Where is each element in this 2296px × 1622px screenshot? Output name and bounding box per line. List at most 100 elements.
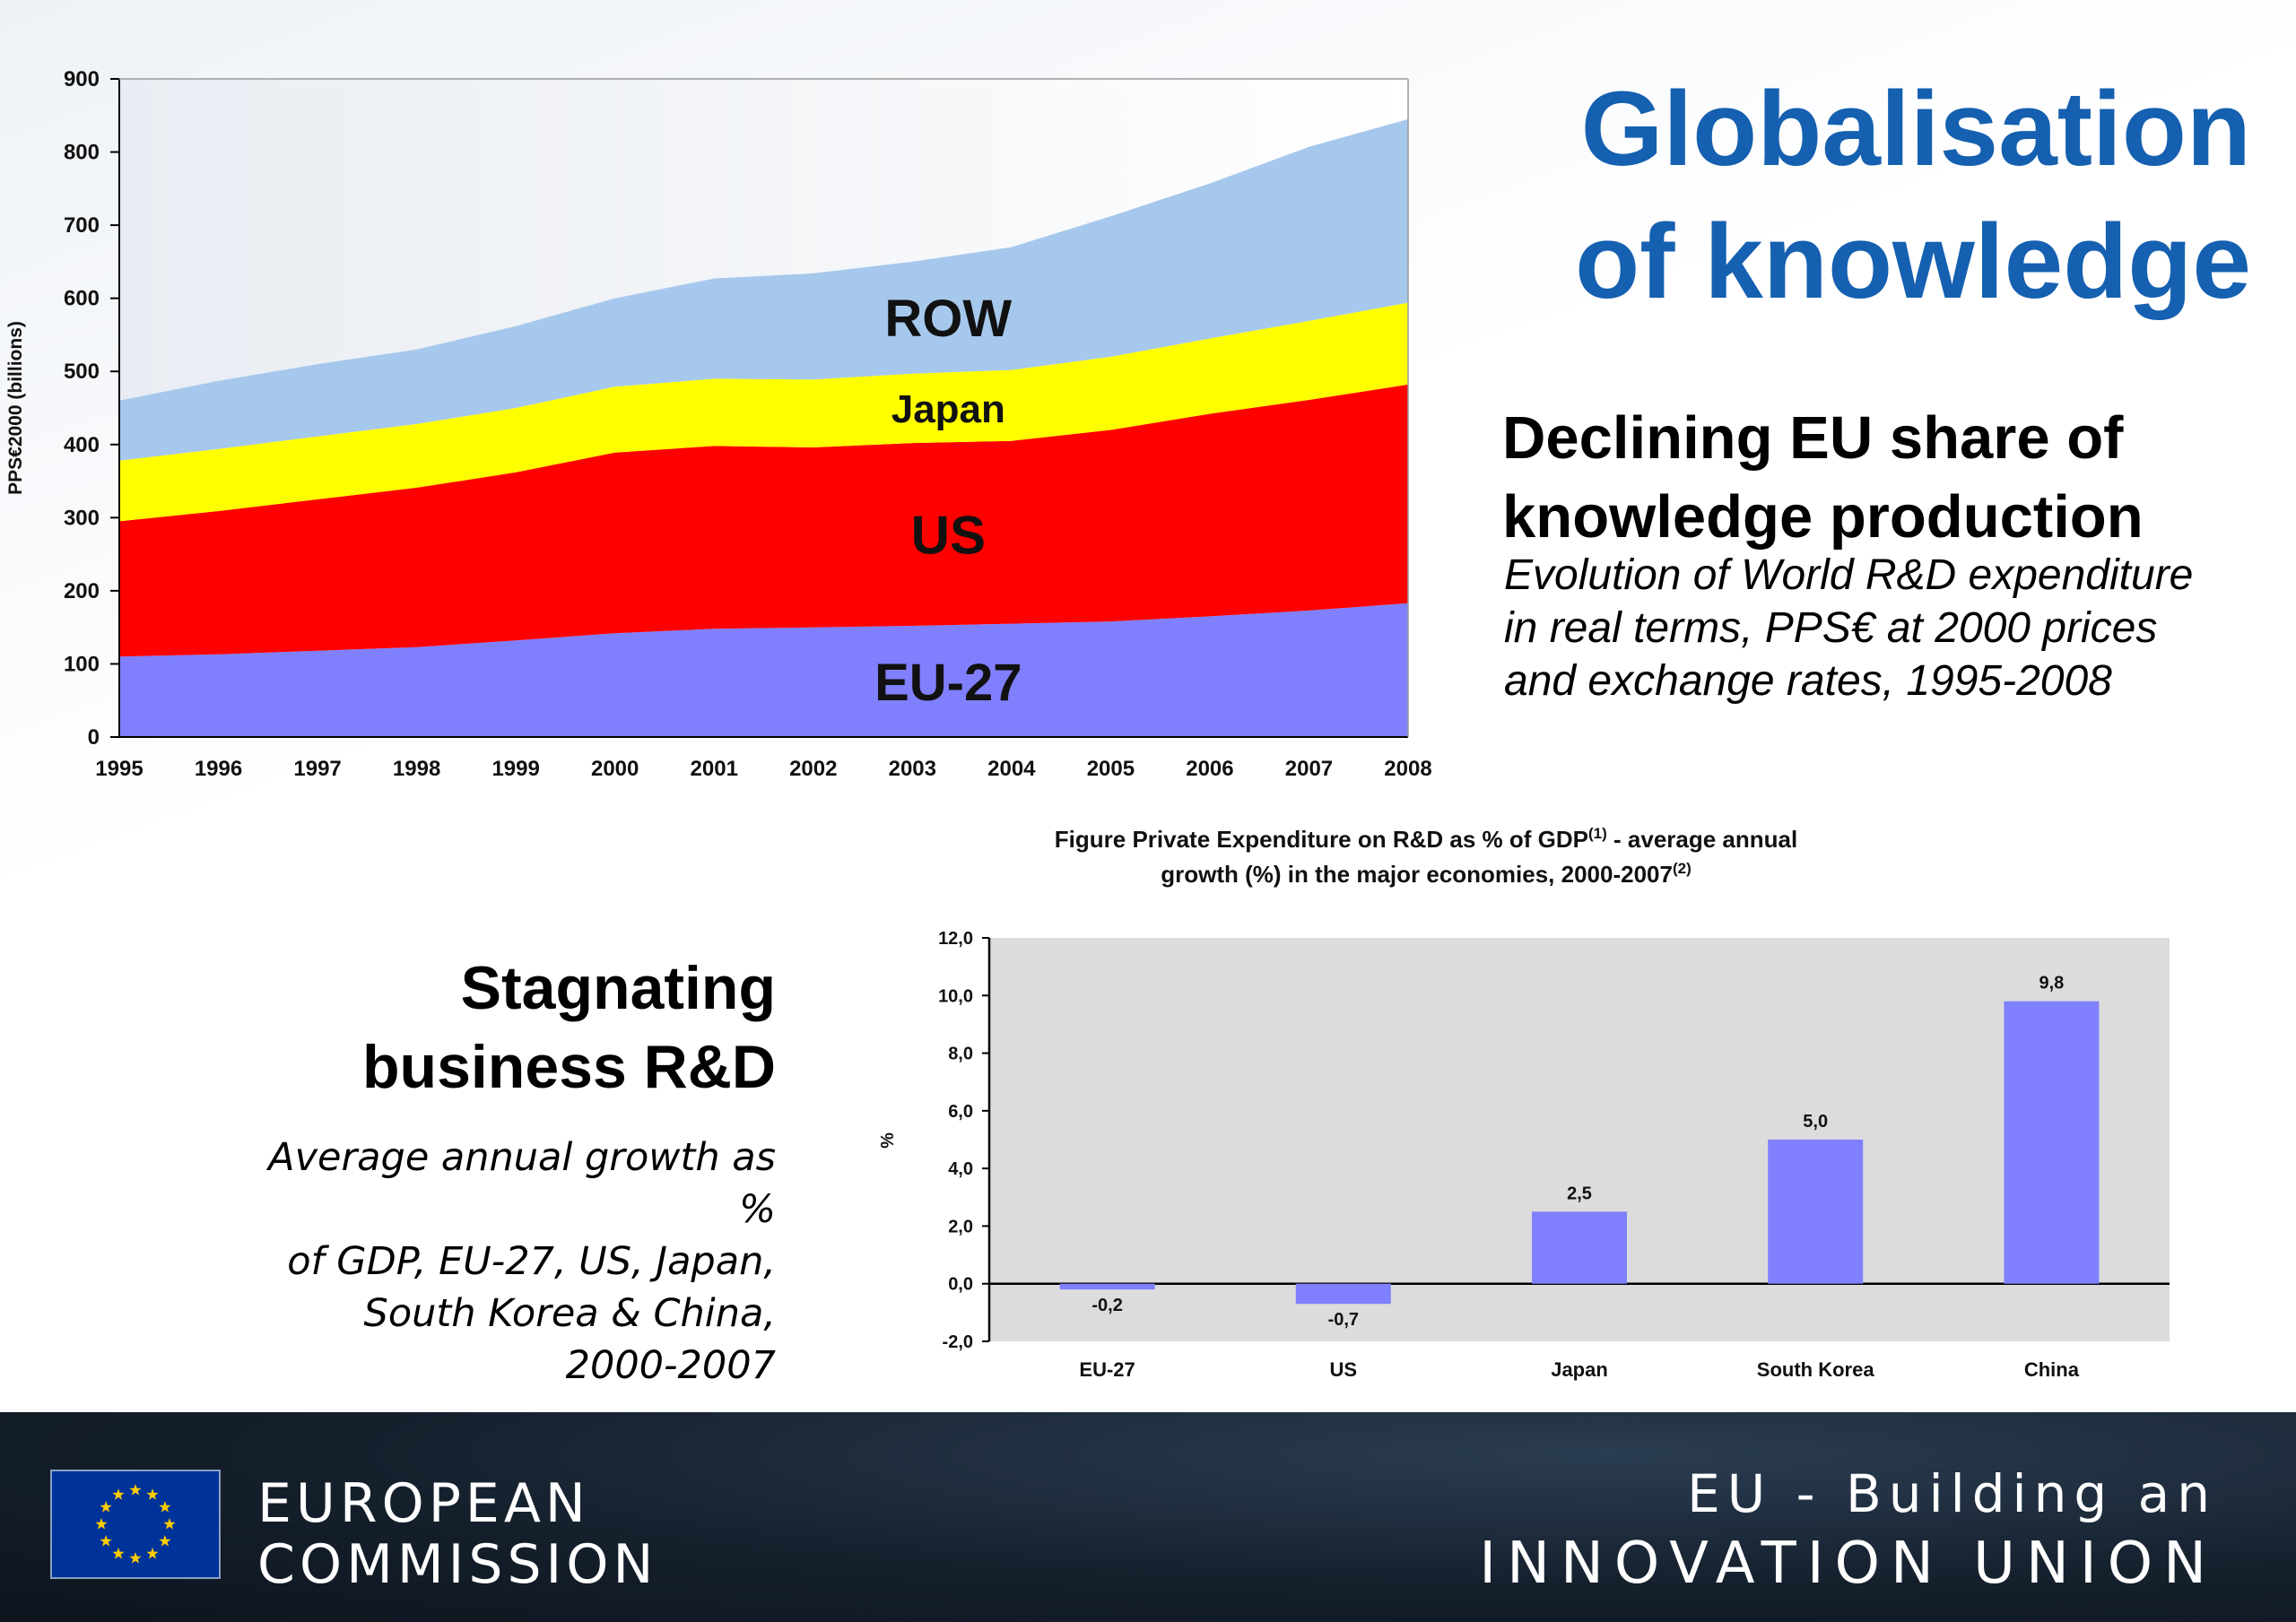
flag-star-icon: [100, 1501, 112, 1513]
bar-value-label: 9,8: [2039, 974, 2064, 993]
footer-banner: EUROPEAN COMMISSION EU - Building an INN…: [0, 1412, 2296, 1622]
bar-south-korea: [1768, 1140, 1864, 1284]
footer-tagline: EU - Building an INNOVATION UNION: [1479, 1459, 2217, 1599]
flag-star-icon: [159, 1501, 171, 1513]
flag-star-icon: [95, 1518, 108, 1530]
bar-category-label: US: [1330, 1358, 1358, 1381]
area-x-tick-label: 1996: [195, 757, 242, 781]
bar-japan: [1532, 1211, 1627, 1284]
flag-star-icon: [146, 1488, 159, 1500]
area-y-tick-label: 400: [64, 433, 100, 457]
bar-value-label: -0,7: [1328, 1310, 1359, 1330]
bar-y-tick-label: -2,0: [943, 1332, 973, 1352]
left-description-line1: Average annual growth as %: [268, 1135, 776, 1232]
area-x-tick-label: 1995: [95, 757, 143, 781]
area-series-eu-27: [119, 603, 1408, 737]
bar-y-axis-label: %: [878, 1132, 898, 1149]
bar-value-label: 2,5: [1567, 1184, 1592, 1203]
area-x-tick-label: 2003: [889, 757, 936, 781]
area-y-tick-label: 500: [64, 360, 100, 384]
bar-chart-title-sup1: (1): [1588, 825, 1607, 842]
bar-chart-title-tail: - average annual: [1607, 826, 1797, 853]
bar-y-tick-label: 4,0: [948, 1159, 973, 1179]
right-heading-line2: knowledge production: [1502, 483, 2144, 551]
organization-name-line2: COMMISSION: [257, 1533, 658, 1596]
right-description-line3: and exchange rates, 1995-2008: [1504, 657, 2112, 705]
area-series-row: [119, 118, 1408, 461]
area-y-tick-label: 600: [64, 287, 100, 311]
area-y-axis-label: PPS€2000 (billions): [5, 321, 26, 495]
right-heading: Declining EU share of knowledge producti…: [1502, 399, 2144, 557]
area-x-tick-label: 1999: [491, 757, 539, 781]
flag-star-icon: [100, 1535, 112, 1547]
bar-value-label: 5,0: [1803, 1112, 1828, 1132]
footer-tagline-line1: EU - Building an: [1687, 1463, 2217, 1524]
area-series-label-japan: Japan: [891, 387, 1005, 431]
bar-chart-title-main: Figure Private Expenditure on R&D as % o…: [1055, 826, 1588, 853]
area-series-us: [119, 384, 1408, 657]
left-description-line3: South Korea & China,: [363, 1291, 776, 1336]
bar-chart: Figure Private Expenditure on R&D as % o…: [878, 825, 2170, 1381]
bar-y-tick-label: 10,0: [938, 986, 973, 1006]
bar-category-label: South Korea: [1757, 1358, 1875, 1381]
right-description-line2: in real terms, PPS€ at 2000 prices: [1504, 604, 2158, 652]
bar-chart-title-sup2: (2): [1673, 860, 1692, 877]
flag-star-icon: [163, 1518, 176, 1530]
left-description-line2: of GDP, EU-27, US, Japan,: [287, 1239, 776, 1284]
area-chart: 0 100 200 300 400 500 600 700 800 900 1995 1996 1997…: [5, 67, 1432, 781]
area-y-tick-label: 900: [64, 67, 100, 91]
bar-category-label: Japan: [1551, 1358, 1608, 1381]
bar-chart-panel: Figure Private Expenditure on R&D as % o…: [861, 805, 2193, 1406]
bar-eu-27: [1059, 1283, 1155, 1290]
left-heading-line1: Stagnating: [460, 954, 776, 1022]
area-x-tick-label: 2000: [591, 757, 639, 781]
area-y-tick-label: 300: [64, 506, 100, 530]
bar-y-tick-label: 8,0: [948, 1045, 973, 1064]
slide-title: Globalisation of knowledge: [1489, 63, 2251, 328]
right-heading-line1: Declining EU share of: [1502, 404, 2124, 472]
bar-y-tick-label: 2,0: [948, 1217, 973, 1236]
flag-star-icon: [112, 1547, 125, 1559]
right-description: Evolution of World R&D expenditure in re…: [1504, 549, 2193, 707]
organization-name: EUROPEAN COMMISSION: [257, 1473, 657, 1595]
bar-y-tick-label: 0,0: [948, 1275, 973, 1295]
eu-flag-logo: [50, 1470, 221, 1579]
area-x-tick-label: 2006: [1186, 757, 1233, 781]
flag-star-icon: [146, 1547, 159, 1559]
bar-category-label: EU-27: [1079, 1358, 1135, 1381]
bar-y-tick-label: 12,0: [938, 929, 973, 949]
left-heading-line2: business R&D: [362, 1033, 776, 1101]
right-description-line1: Evolution of World R&D expenditure: [1504, 551, 2194, 599]
area-y-tick-label: 700: [64, 213, 100, 238]
area-y-tick-label: 800: [64, 141, 100, 165]
flag-star-icon: [112, 1488, 125, 1500]
bar-category-label: China: [2024, 1358, 2080, 1381]
bar-chart-title-line2-text: growth (%) in the major economies, 2000-…: [1161, 861, 1673, 888]
area-series-label-us: US: [911, 506, 986, 566]
area-x-tick-label: 2002: [789, 757, 837, 781]
area-x-tick-label: 2004: [987, 757, 1036, 781]
area-y-tick-label: 0: [88, 725, 100, 750]
area-y-tick-label: 100: [64, 652, 100, 676]
bar-chart-title-line1: Figure Private Expenditure on R&D as % o…: [1055, 825, 1797, 853]
area-x-tick-label: 2005: [1087, 757, 1135, 781]
flag-star-icon: [129, 1484, 142, 1496]
left-description: Average annual growth as % of GDP, EU-27…: [224, 1132, 776, 1392]
bar-china: [2004, 1001, 2100, 1284]
flag-star-icon: [159, 1535, 171, 1547]
area-x-tick-label: 2007: [1285, 757, 1333, 781]
bar-y-tick-label: 6,0: [948, 1102, 973, 1122]
slide-title-line1: Globalisation: [1580, 70, 2251, 188]
area-x-tick-label: 1997: [293, 757, 341, 781]
area-series-japan: [119, 302, 1408, 522]
organization-name-line1: EUROPEAN: [257, 1472, 590, 1535]
bar-value-label: -0,2: [1091, 1296, 1122, 1315]
footer-tagline-line2: INNOVATION UNION: [1479, 1531, 2217, 1597]
area-series-label-eu-27: EU-27: [874, 654, 1022, 712]
area-x-tick-label: 1998: [393, 757, 440, 781]
bar-chart-title-line2: growth (%) in the major economies, 2000-…: [1161, 860, 1692, 888]
area-y-tick-label: 200: [64, 579, 100, 603]
area-series-label-row: ROW: [884, 290, 1012, 348]
slide-title-line2: of knowledge: [1575, 203, 2251, 321]
bar-us: [1295, 1283, 1391, 1305]
